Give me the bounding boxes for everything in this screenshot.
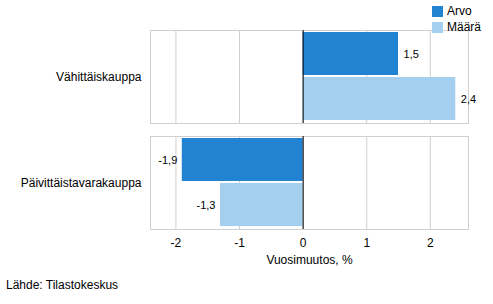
svg-text:0: 0 xyxy=(300,236,307,250)
html-text:Määrä: Määrä xyxy=(447,20,481,34)
svg-text:Vähittäiskauppa: Vähittäiskauppa xyxy=(56,70,142,84)
svg-text:2,4: 2,4 xyxy=(461,93,476,105)
svg-text:-1,9: -1,9 xyxy=(158,154,177,166)
svg-text:1: 1 xyxy=(363,236,370,250)
svg-text:Päivittäistavarakauppa: Päivittäistavarakauppa xyxy=(21,176,142,190)
svg-text:-2: -2 xyxy=(171,236,182,250)
svg-text:Vuosimuutos, %: Vuosimuutos, % xyxy=(266,253,353,267)
html-text:Arvo: Arvo xyxy=(447,4,472,18)
html-text:Lähde: Tilastokeskus: Lähde: Tilastokeskus xyxy=(6,278,119,292)
svg-text:-1: -1 xyxy=(234,236,245,250)
svg-text:-1,3: -1,3 xyxy=(196,199,215,211)
svg-text:2: 2 xyxy=(427,236,434,250)
svg-text:1,5: 1,5 xyxy=(404,48,419,60)
